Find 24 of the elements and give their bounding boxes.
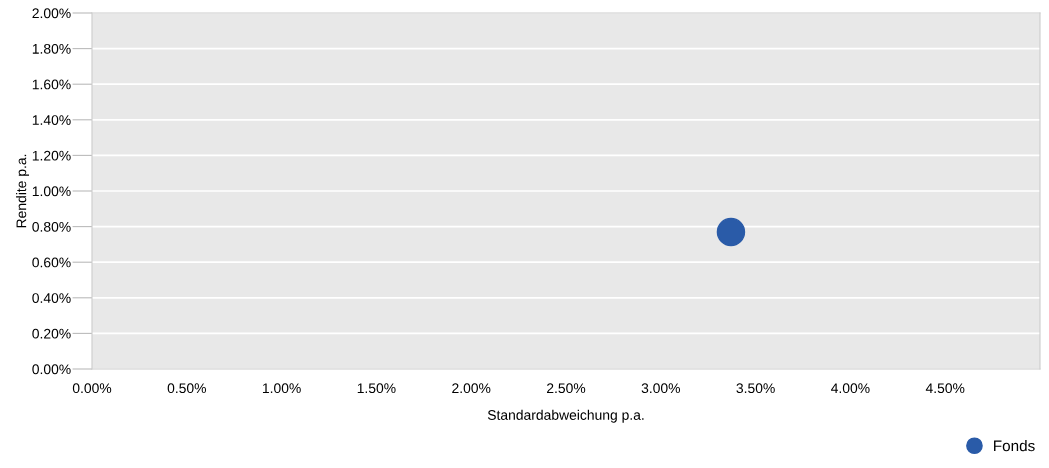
x-tick-label: 2.00%	[452, 383, 491, 394]
y-tick-label: 0.00%	[32, 364, 71, 375]
x-tick-label: 3.50%	[736, 383, 775, 394]
y-tick-label: 1.00%	[32, 186, 71, 197]
y-tick-label: 0.40%	[32, 293, 71, 303]
y-tick-label: 0.60%	[32, 257, 71, 268]
x-tick-label: 0.50%	[167, 383, 206, 394]
y-tick-label: 1.40%	[32, 115, 71, 125]
y-tick-label: 1.20%	[32, 150, 71, 161]
y-tick-label: 2.00%	[32, 8, 71, 19]
x-tick-label: 0.00%	[72, 383, 112, 394]
x-tick-label: 4.00%	[831, 383, 870, 394]
x-axis-title: Standardabweichung p.a.	[487, 409, 644, 423]
x-tick-label: 1.00%	[262, 383, 301, 394]
y-tick-label: 0.20%	[32, 328, 71, 339]
legend-label: Fonds	[994, 440, 1035, 452]
y-tick-label: 1.80%	[32, 43, 71, 54]
y-tick-label: 0.80%	[32, 221, 71, 232]
x-tick-label: 4.50%	[925, 383, 965, 394]
x-tick-label: 1.50%	[357, 383, 396, 394]
x-tick-label: 3.00%	[641, 383, 680, 394]
x-tick-label: 2.50%	[547, 383, 586, 394]
y-tick-label: 1.60%	[32, 79, 71, 90]
y-axis-title: Rendite p.a.	[16, 154, 30, 228]
